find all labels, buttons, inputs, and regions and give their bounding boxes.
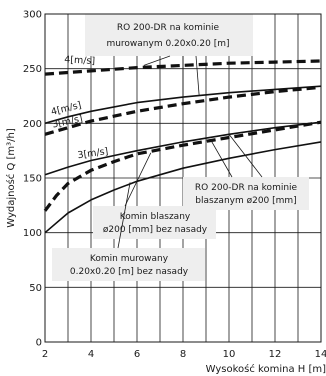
x-tick-label: 6	[134, 349, 140, 360]
annotation-text: ø200 [mm] bez nasady	[103, 225, 208, 235]
series-line	[44, 59, 322, 76]
series-line	[44, 121, 322, 176]
series-line	[44, 85, 322, 136]
x-tick-label: 14	[315, 349, 326, 360]
velocity-label: 3[m/s]	[77, 146, 109, 161]
x-tick-label: 8	[180, 349, 186, 360]
leader-line	[228, 134, 263, 178]
leader-line	[117, 182, 131, 249]
y-tick-label: 50	[29, 283, 42, 294]
x-tick-label: 2	[42, 349, 48, 360]
annotation-text: blaszanym ø200 [mm]	[195, 196, 296, 206]
y-tick-label: 300	[23, 10, 42, 21]
y-tick-label: 250	[23, 64, 42, 75]
annotation-text: Komin blaszany	[120, 212, 191, 222]
annotation-boxes	[52, 14, 309, 281]
y-tick-label: 200	[23, 119, 42, 130]
y-axis-title: Wydajność Q [m³/h]	[5, 128, 17, 228]
annotation-box	[85, 14, 253, 56]
x-axis-title: Wysokość komina H [m]	[206, 363, 326, 375]
x-tick-label: 10	[223, 349, 236, 360]
annotation-text: 0.20x0.20 [m] bez nasady	[70, 267, 189, 277]
annotation-text: Komin murowany	[90, 254, 169, 264]
leader-line	[124, 152, 152, 207]
leader-line	[210, 139, 233, 178]
series-line	[44, 85, 322, 125]
leader-lines	[117, 55, 263, 249]
annotation-box	[183, 177, 309, 210]
x-tick-label: 12	[269, 349, 282, 360]
annotation-text: murowanym 0.20x0.20 [m]	[106, 39, 229, 49]
annotation-box	[52, 248, 205, 281]
leader-line	[195, 55, 200, 95]
annotation-text: RO 200-DR na kominie	[117, 23, 220, 33]
velocity-label: 4[m/s]	[64, 54, 95, 67]
leader-line	[143, 55, 171, 66]
x-tick-label: 4	[88, 349, 94, 360]
annotation-text: RO 200-DR na kominie	[195, 183, 298, 193]
series-line	[43, 120, 322, 212]
y-tick-label: 100	[23, 228, 42, 239]
plot-frame	[44, 13, 322, 343]
y-tick-label: 150	[23, 174, 42, 185]
y-tick-label: 0	[36, 338, 42, 349]
annotation-box	[93, 206, 216, 239]
